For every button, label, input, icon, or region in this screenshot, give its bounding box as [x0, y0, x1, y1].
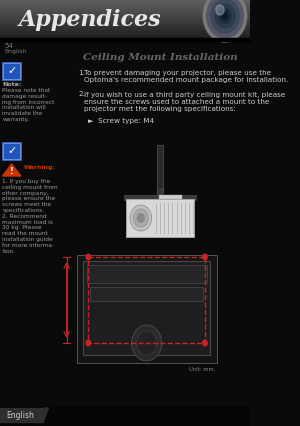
Circle shape — [202, 340, 208, 346]
Text: If you wish to use a third party ceiling mount kit, please
ensure the screws use: If you wish to use a third party ceiling… — [84, 92, 286, 112]
Bar — [0, 33, 250, 34]
Bar — [0, 35, 250, 36]
Circle shape — [85, 340, 91, 346]
Bar — [158, 189, 163, 197]
Circle shape — [203, 0, 247, 42]
Bar — [0, 9, 250, 10]
Bar — [0, 25, 250, 26]
Bar — [0, 32, 250, 33]
Circle shape — [207, 0, 243, 38]
Bar — [0, 26, 250, 27]
Bar — [0, 5, 250, 6]
Bar — [0, 8, 250, 9]
Bar — [0, 16, 250, 17]
Text: Ceiling Mount Installation: Ceiling Mount Installation — [83, 54, 237, 63]
Bar — [0, 7, 250, 8]
Text: Please note that
damage result-
ing from incorrect
installation will
invalidate : Please note that damage result- ing from… — [2, 88, 55, 122]
Text: 1. If you buy the
ceiling mount from
other company,
please ensure the
screws mee: 1. If you buy the ceiling mount from oth… — [2, 179, 58, 253]
Bar — [0, 13, 250, 14]
Text: 2.: 2. — [78, 92, 85, 98]
Bar — [0, 4, 250, 5]
Text: !: ! — [10, 167, 14, 176]
Bar — [0, 27, 250, 28]
Bar — [0, 34, 250, 35]
Circle shape — [137, 331, 157, 355]
Bar — [0, 38, 250, 41]
Bar — [0, 2, 250, 3]
Text: Unit: mm.: Unit: mm. — [189, 367, 215, 372]
Bar — [124, 195, 196, 200]
Bar — [0, 29, 250, 30]
Bar — [0, 37, 250, 38]
Text: English: English — [4, 49, 27, 54]
Bar — [0, 3, 250, 4]
Bar — [3, 63, 20, 79]
Bar — [158, 145, 163, 193]
Circle shape — [216, 5, 224, 15]
Bar — [126, 199, 194, 237]
Bar — [0, 20, 250, 21]
Text: ✓: ✓ — [7, 66, 16, 76]
Text: ✓: ✓ — [7, 146, 16, 156]
Bar — [0, 17, 250, 18]
Bar — [0, 22, 250, 23]
Text: Warning:: Warning: — [23, 165, 55, 170]
Bar — [0, 23, 250, 24]
Circle shape — [130, 205, 152, 231]
Bar — [159, 195, 182, 199]
Circle shape — [202, 253, 208, 261]
Text: 1.: 1. — [78, 70, 85, 76]
Bar — [0, 12, 250, 13]
Bar — [0, 19, 250, 20]
Bar — [77, 255, 217, 363]
Bar — [88, 257, 205, 343]
Bar — [2, 142, 21, 160]
Bar — [90, 287, 203, 301]
Circle shape — [219, 9, 231, 23]
Bar — [0, 0, 250, 1]
Bar — [0, 21, 250, 22]
Bar — [0, 10, 250, 11]
Circle shape — [133, 209, 148, 227]
Circle shape — [211, 0, 239, 33]
Bar — [0, 24, 250, 25]
Bar — [0, 15, 250, 16]
Bar — [0, 36, 250, 37]
Bar — [0, 28, 250, 29]
Circle shape — [132, 325, 162, 361]
Circle shape — [85, 253, 91, 261]
Bar — [0, 18, 250, 19]
Bar — [3, 143, 20, 159]
Text: 54: 54 — [4, 43, 13, 49]
Text: Appendices: Appendices — [19, 9, 161, 31]
Text: To prevent damaging your projector, please use the
Optoma's recommended mount pa: To prevent damaging your projector, plea… — [84, 70, 288, 83]
Bar — [0, 406, 250, 426]
Text: ►  Screw type: M4: ► Screw type: M4 — [88, 118, 154, 124]
Text: Note:: Note: — [2, 82, 22, 87]
Bar — [0, 30, 250, 31]
Bar — [0, 1, 250, 2]
Polygon shape — [43, 408, 48, 422]
Text: English: English — [6, 411, 34, 420]
Circle shape — [137, 213, 145, 223]
Bar — [83, 261, 210, 355]
Bar — [2, 62, 21, 80]
Circle shape — [215, 4, 235, 28]
Bar — [0, 6, 250, 7]
Bar — [0, 14, 250, 15]
Bar — [0, 408, 43, 422]
Polygon shape — [2, 164, 21, 176]
Bar — [87, 265, 207, 283]
Bar — [0, 31, 250, 32]
Bar — [0, 11, 250, 12]
Circle shape — [223, 13, 227, 19]
